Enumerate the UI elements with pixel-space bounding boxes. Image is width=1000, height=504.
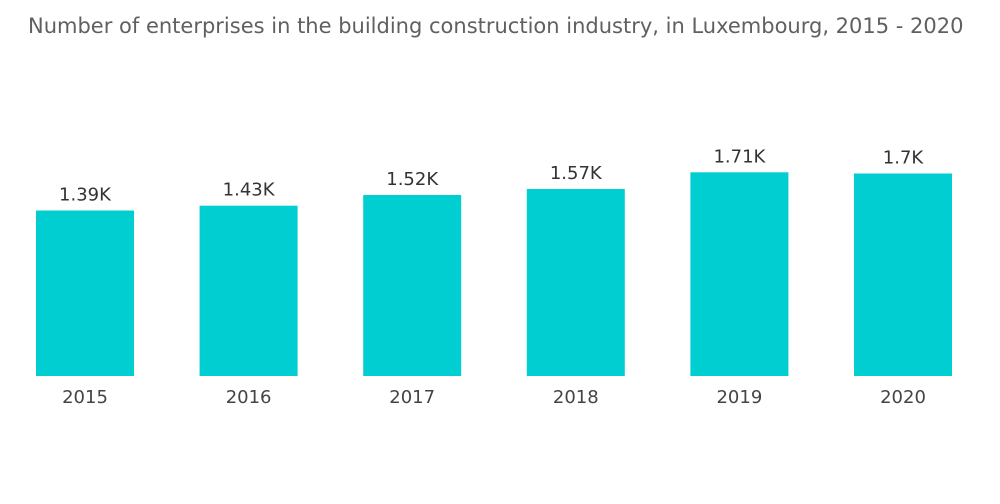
- x-tick-label-2015: 2015: [62, 387, 108, 408]
- data-label-2015: 1.39K: [59, 185, 112, 206]
- chart-title: Number of enterprises in the building co…: [28, 14, 964, 38]
- bar-2015: [36, 210, 134, 376]
- x-tick-label-2018: 2018: [553, 387, 599, 408]
- bar-2016: [199, 205, 298, 376]
- data-label-2018: 1.57K: [550, 163, 603, 184]
- x-tick-label-2017: 2017: [389, 387, 435, 408]
- bar-2019: [690, 172, 789, 376]
- x-axis-tick-labels: 2015 2016 2017 2018 2019 2020: [62, 387, 926, 408]
- x-tick-label-2020: 2020: [880, 387, 926, 408]
- data-label-2017: 1.52K: [386, 169, 439, 190]
- data-label-2016: 1.43K: [223, 180, 276, 201]
- bars-group: [36, 172, 952, 376]
- x-tick-label-2019: 2019: [716, 387, 762, 408]
- data-label-2019: 1.71K: [713, 146, 766, 167]
- bar-2020: [854, 173, 952, 376]
- x-tick-label-2016: 2016: [226, 387, 272, 408]
- bar-2017: [363, 195, 462, 376]
- data-labels-group: 1.39K 1.43K 1.52K 1.57K 1.71K 1.7K: [59, 146, 924, 205]
- data-label-2020: 1.7K: [883, 148, 925, 169]
- bar-2018: [526, 189, 625, 376]
